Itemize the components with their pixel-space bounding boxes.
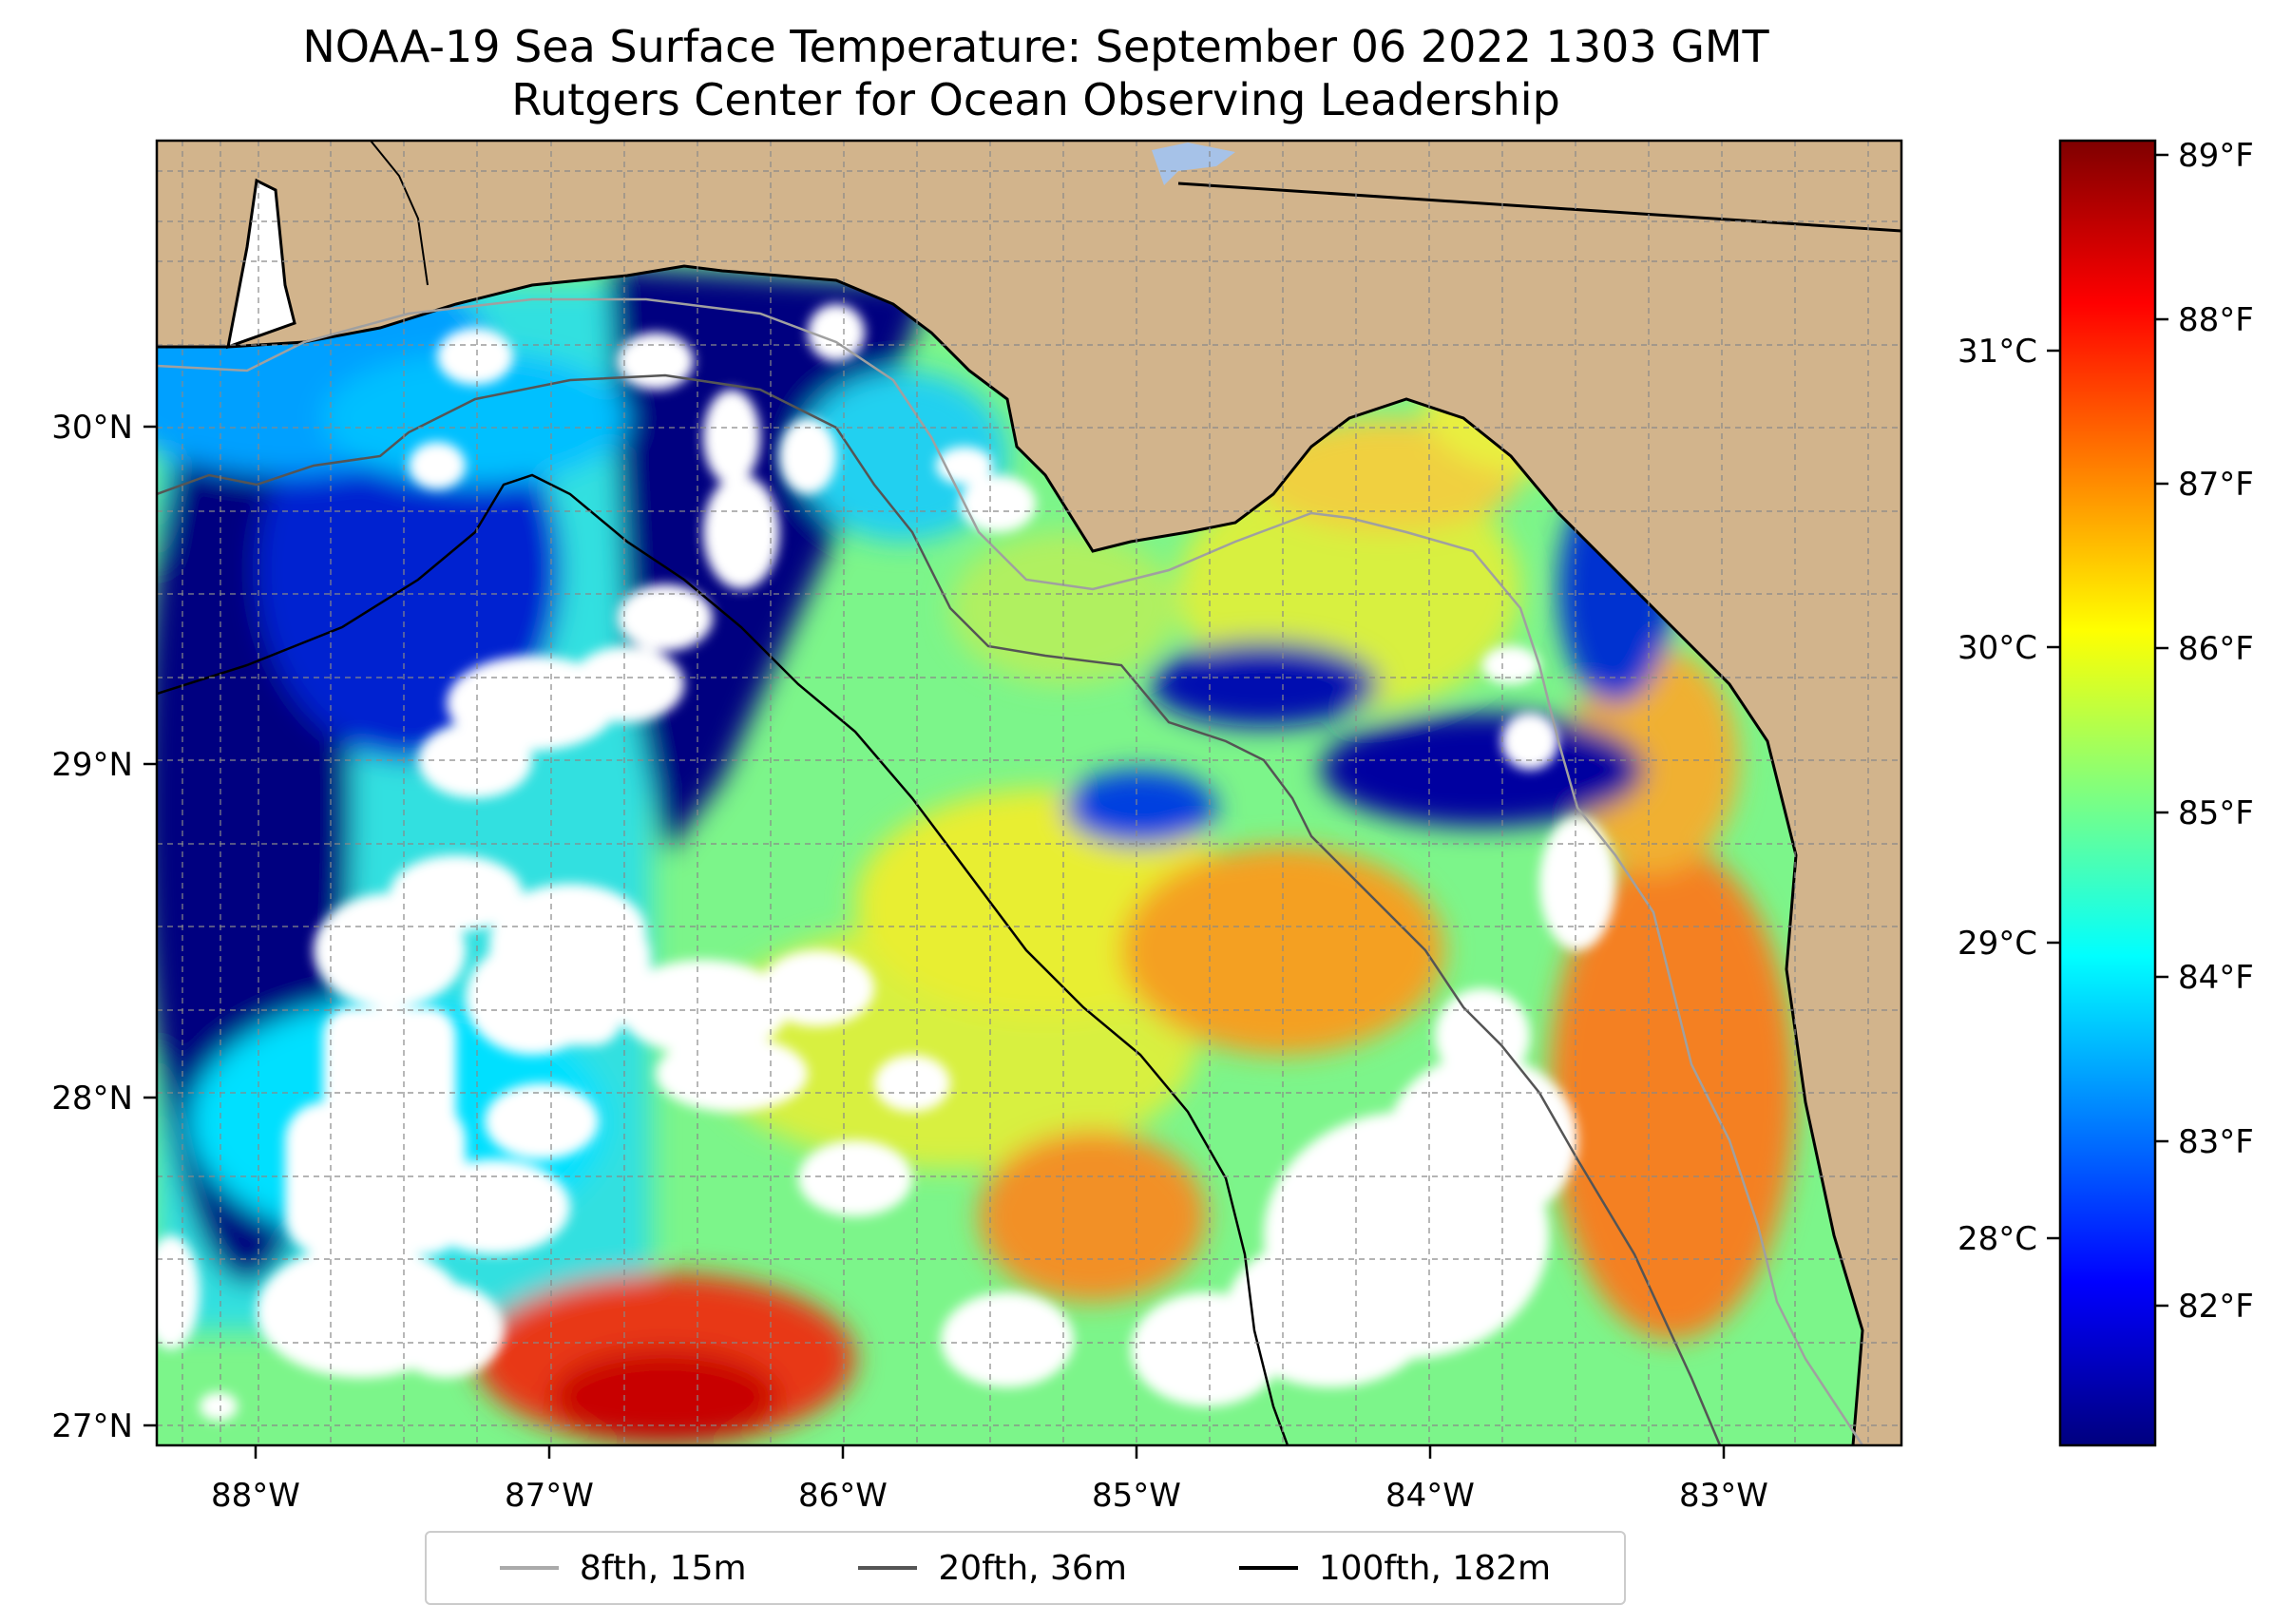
lon-tick-label: 88°W: [211, 1477, 300, 1515]
legend-swatch: [1238, 1566, 1298, 1570]
colorbar: [2058, 139, 2157, 1447]
lat-tick-label: 28°N: [51, 1079, 133, 1118]
celsius-tick-label: 31°C: [1958, 333, 2037, 371]
celsius-tick-label: 29°C: [1958, 925, 2037, 963]
legend-swatch: [499, 1566, 559, 1570]
fahrenheit-tick-label: 86°F: [2178, 630, 2254, 668]
lon-tick-label: 85°W: [1092, 1477, 1181, 1515]
lat-tick-label: 27°N: [51, 1407, 133, 1445]
legend-item-20fth: 20fth, 36m: [858, 1549, 1127, 1588]
map-subtitle: Rutgers Center for Ocean Observing Leade…: [511, 74, 1560, 125]
legend-label: 100fth, 182m: [1318, 1548, 1552, 1588]
legend-label: 20fth, 36m: [938, 1548, 1127, 1588]
colorbar-ticks: [2047, 153, 2168, 1308]
map-frame: [155, 139, 1903, 1447]
contour-20fth: [157, 373, 1722, 1445]
lat-tick-label: 29°N: [51, 746, 133, 784]
lon-tick-label: 87°W: [505, 1477, 594, 1515]
legend-label: 8fth, 15m: [579, 1548, 747, 1588]
fahrenheit-tick-label: 84°F: [2178, 959, 2254, 997]
lat-tick-label: 30°N: [51, 409, 133, 447]
lake: [1152, 143, 1235, 185]
legend-swatch: [858, 1566, 918, 1570]
celsius-tick-label: 28°C: [1958, 1220, 2037, 1258]
map-area: [157, 141, 1901, 1445]
gridlines: [157, 141, 1901, 1445]
fahrenheit-tick-label: 89°F: [2178, 137, 2254, 175]
fahrenheit-tick-label: 83°F: [2178, 1123, 2254, 1161]
fahrenheit-tick-label: 87°F: [2178, 466, 2254, 504]
lon-tick-label: 84°W: [1385, 1477, 1475, 1515]
axis-ticks: [143, 425, 1726, 1459]
fahrenheit-tick-label: 82°F: [2178, 1288, 2254, 1326]
state-border-west: [370, 141, 429, 286]
fahrenheit-tick-label: 88°F: [2178, 301, 2254, 339]
legend-item-8fth: 8fth, 15m: [499, 1548, 747, 1588]
celsius-tick-label: 30°C: [1958, 629, 2037, 667]
legend-item-100fth: 100fth, 182m: [1238, 1548, 1552, 1588]
map-title: NOAA-19 Sea Surface Temperature: Septemb…: [302, 21, 1769, 72]
state-border: [1177, 182, 1901, 233]
lon-tick-label: 86°W: [798, 1477, 888, 1515]
contour-8fth: [157, 297, 1864, 1445]
contour-100fth: [157, 473, 1289, 1445]
contour-legend: 8fth, 15m 20fth, 36m 100fth, 182m: [425, 1531, 1626, 1605]
fahrenheit-tick-label: 85°F: [2178, 794, 2254, 832]
coastline: [157, 264, 1864, 1445]
lon-tick-label: 83°W: [1679, 1477, 1768, 1515]
cloud-mask: [157, 304, 1615, 1421]
mobile-bay: [226, 178, 296, 350]
